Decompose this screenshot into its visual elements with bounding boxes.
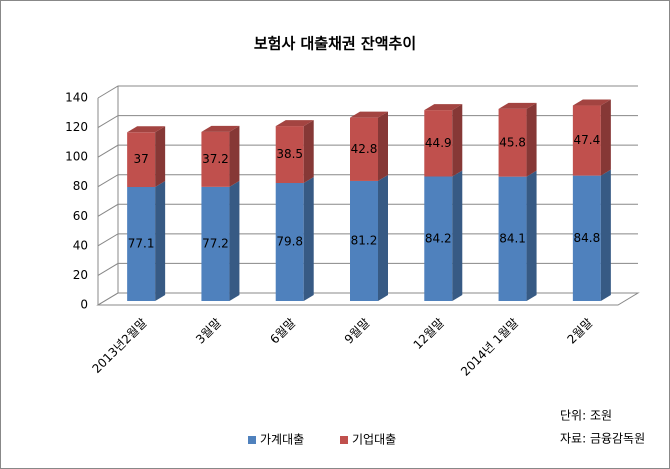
bar-top [275, 120, 314, 127]
grid-line [97, 203, 638, 217]
value-label: 37 [134, 152, 149, 166]
bar-side [526, 102, 537, 177]
bar-side [526, 170, 537, 301]
bar-side [155, 126, 166, 188]
annotation: 단위: 조원 [560, 409, 612, 423]
bar [201, 131, 230, 187]
bar-side [378, 111, 388, 181]
bar-top [350, 111, 388, 118]
bar-top [498, 102, 537, 109]
grid-line [97, 115, 638, 129]
bar [498, 176, 527, 301]
value-label: 44.9 [425, 136, 452, 150]
bar-top [201, 125, 240, 132]
y-tick-label: 100 [65, 150, 88, 164]
grid-line [97, 262, 638, 276]
bar-side [600, 169, 611, 301]
value-label: 84.2 [425, 231, 452, 245]
y-tick-label: 60 [73, 209, 88, 223]
bar-side [600, 99, 611, 176]
bar [201, 186, 230, 301]
y-tick-label: 80 [73, 179, 88, 193]
legend-swatch [340, 436, 348, 444]
bar-side [303, 120, 314, 184]
legend-swatch [248, 436, 256, 444]
bar [498, 108, 527, 177]
bar-side [378, 174, 388, 301]
bar [424, 110, 453, 177]
value-label: 79.8 [276, 235, 303, 249]
grid-line [97, 85, 638, 99]
bar [127, 132, 156, 188]
bar-side [229, 180, 240, 301]
y-tick-label: 140 [65, 91, 88, 105]
bar [572, 105, 601, 176]
y-tick-label: 40 [73, 238, 88, 252]
bar-side [452, 170, 463, 301]
value-label: 77.2 [202, 236, 229, 250]
y-tick-label: 20 [73, 268, 88, 282]
annotation: 자료: 금융감독원 [560, 432, 645, 446]
bar-side [229, 125, 240, 187]
bar-top [424, 104, 463, 111]
bar [350, 117, 378, 181]
value-label: 45.8 [499, 135, 526, 149]
bar-side [303, 177, 314, 301]
bar [424, 176, 453, 301]
bar [572, 175, 601, 301]
bar-top [127, 126, 166, 133]
bar [127, 187, 156, 301]
bar-side [155, 181, 166, 301]
value-label: 81.2 [351, 233, 378, 247]
value-label: 38.5 [276, 147, 303, 161]
value-label: 77.1 [128, 237, 155, 251]
bar [350, 180, 378, 301]
value-label: 42.8 [351, 142, 378, 156]
value-label: 37.2 [202, 152, 229, 166]
bar-side [452, 104, 463, 177]
legend-label: 기업대출 [352, 433, 396, 447]
bar-top [572, 99, 611, 106]
value-label: 84.8 [573, 231, 600, 245]
value-label: 84.1 [499, 231, 526, 245]
chart-title: 보험사 대출채권 잔액추이 [254, 35, 416, 53]
grid-line [97, 233, 638, 247]
legend-label: 가계대출 [260, 433, 304, 447]
grid-line [97, 174, 638, 188]
y-tick-label: 0 [80, 298, 88, 312]
bar [275, 183, 304, 301]
grid-line [97, 144, 638, 158]
value-label: 47.4 [573, 133, 600, 147]
grid-line [97, 292, 638, 306]
bar [275, 126, 304, 184]
y-tick-label: 120 [65, 120, 88, 134]
